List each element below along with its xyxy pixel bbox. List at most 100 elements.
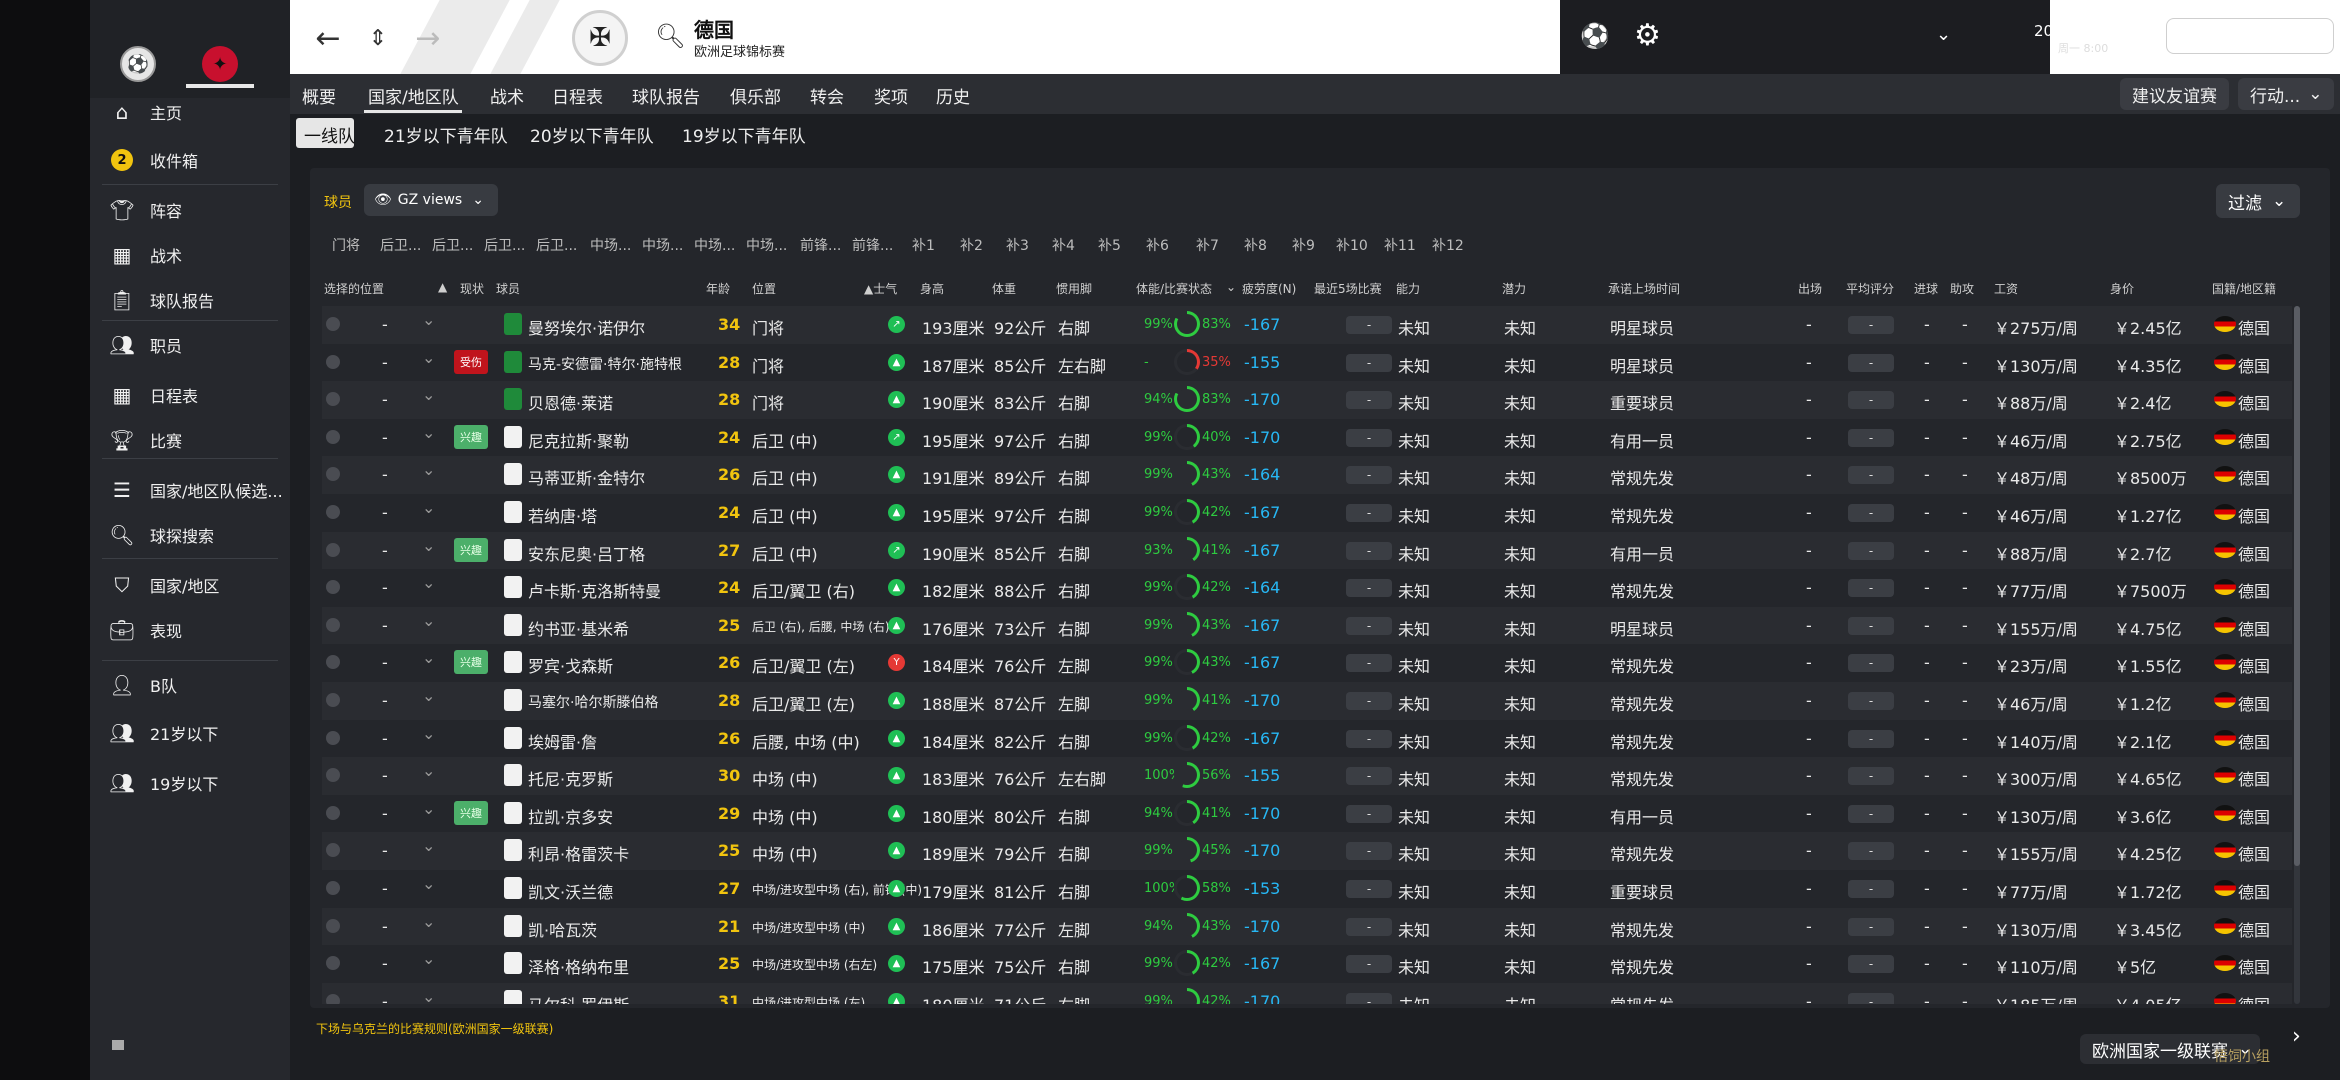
column-header-fitness[interactable]: 体能/比赛状态 (1136, 282, 1213, 296)
position-filter-12[interactable]: 补2 (960, 238, 983, 254)
position-filter-4[interactable]: 后卫... (536, 238, 578, 254)
position-filter-6[interactable]: 中场... (642, 238, 684, 254)
table-row[interactable]: - ⌄ 曼努埃尔·诺伊尔 34 门将 193厘米 92公斤 右脚 99% 83% -167 未知 未知 明… (322, 306, 2292, 344)
player-name[interactable]: 约书亚·基米希 (528, 619, 630, 639)
table-row[interactable]: - ⌄ 凯文·沃兰德 27 中场/进攻型中场 (右), 前锋 (中) 179厘米 81公斤右… (322, 870, 2292, 908)
column-header-ability[interactable]: 能力 (1396, 282, 1421, 296)
select-checkbox[interactable] (326, 354, 340, 369)
table-row[interactable]: - ⌄ 利昂·格雷茨卡 25 中场 (中) 189厘米 79公斤 右脚 99% 45% -170 未知… (322, 832, 2292, 870)
player-name[interactable]: 若纳唐·塔 (528, 507, 598, 526)
select-checkbox[interactable] (326, 843, 340, 858)
sidebar-item-8[interactable]: ☰ 国家/地区队候选... (90, 470, 290, 510)
column-header-foot[interactable]: 惯用脚 (1056, 282, 1093, 296)
column-header-avg_rating[interactable]: 平均评分 (1846, 282, 1895, 296)
column-header-potential[interactable]: 潜力 (1502, 282, 1527, 296)
player-name[interactable]: 凯文·沃兰德 (528, 883, 614, 902)
column-header-weight[interactable]: 体重 (992, 282, 1017, 296)
expand-chevron-icon[interactable]: ⌄ (422, 573, 436, 593)
position-filter-10[interactable]: 前锋... (852, 238, 894, 254)
chevron-down-icon[interactable]: ⌄ (1226, 280, 1237, 294)
expand-chevron-icon[interactable]: ⌄ (422, 460, 436, 480)
select-checkbox[interactable] (326, 617, 340, 632)
up-down-arrow-icon[interactable]: ⇕ (368, 25, 388, 51)
player-name[interactable]: 尼克拉斯·聚勒 (528, 431, 630, 451)
expand-chevron-icon[interactable]: ⌄ (422, 347, 436, 367)
position-filter-20[interactable]: 补10 (1336, 238, 1368, 254)
player-name[interactable]: 凯·哈瓦茨 (528, 920, 598, 940)
nation-crest-icon[interactable]: ✦ (202, 46, 238, 82)
player-name[interactable]: 马塞尔·哈尔斯滕伯格 (528, 695, 659, 711)
column-header-morale[interactable]: ▲士气 (864, 282, 898, 296)
player-name[interactable]: 罗宾·戈森斯 (528, 657, 614, 677)
next-match-text[interactable]: 下场与乌克兰的比赛规则(欧洲国家一级联赛) (316, 1022, 554, 1036)
position-filter-9[interactable]: 前锋... (800, 238, 842, 254)
table-row[interactable]: - ⌄ 埃姆雷·詹 26 后腰, 中场 (中) 184厘米 82公斤 右脚 99% 42% -167… (322, 719, 2292, 758)
position-filter-7[interactable]: 中场... (694, 238, 736, 254)
club-crest-icon[interactable]: ⚽ (120, 46, 156, 82)
select-checkbox[interactable] (326, 805, 340, 820)
select-checkbox[interactable] (326, 993, 340, 1004)
next-arrow-icon[interactable]: › (2292, 1024, 2301, 1049)
player-name[interactable]: 卢卡斯·克洛斯特曼 (528, 582, 662, 602)
expand-chevron-icon[interactable]: ⌄ (422, 986, 436, 1004)
sidebar-item-1[interactable]: 2 收件箱 (90, 140, 290, 180)
column-header-player[interactable]: 球员 (496, 282, 521, 296)
position-filter-22[interactable]: 补12 (1432, 238, 1464, 254)
sidebar-item-2[interactable]: 👕︎ 阵容 (90, 190, 290, 230)
select-checkbox[interactable] (326, 956, 340, 971)
expand-chevron-icon[interactable]: ⌄ (422, 874, 436, 893)
forward-arrow-icon[interactable]: → (415, 20, 441, 56)
position-filter-2[interactable]: 后卫... (432, 238, 474, 254)
table-row[interactable]: - ⌄ 马塞尔·哈尔斯滕伯格 28 后卫/翼卫 (左) 188厘米 87公斤 左脚 99% 41%… (322, 682, 2292, 720)
sidebar-item-14[interactable]: 👥︎ 19岁以下 (90, 763, 290, 803)
player-name[interactable]: 贝恩德·莱诺 (528, 394, 614, 414)
views-dropdown[interactable]: 👁︎ GZ views ⌄ (364, 184, 498, 216)
table-row[interactable]: - ⌄ 贝恩德·莱诺 28 门将 190厘米 83公斤 右脚 94% 83% -170 未知 未知 重要球… (322, 381, 2292, 419)
back-arrow-icon[interactable]: ← (315, 20, 341, 56)
table-row[interactable]: - ⌄ 泽格·格纳布里 25 中场/进攻型中场 (右左) 175厘米 75公斤 右脚 99% 42… (322, 945, 2292, 983)
subtab-2[interactable]: 20岁以下青年队 (530, 127, 654, 147)
menu-item-5[interactable]: 俱乐部 (730, 88, 781, 108)
menu-item-4[interactable]: 球队报告 (632, 88, 700, 108)
sidebar-bottom-icon[interactable] (112, 1040, 124, 1050)
menu-item-0[interactable]: 概要 (302, 88, 336, 108)
position-filter-14[interactable]: 补4 (1052, 238, 1075, 254)
league-select[interactable]: 欧洲国家一级联赛 ⌄ (2080, 1034, 2260, 1064)
column-header-fatigue[interactable]: 疲劳度(N) (1242, 282, 1297, 296)
select-checkbox[interactable] (326, 542, 340, 557)
column-header-height[interactable]: 身高 (920, 282, 945, 296)
column-header-position[interactable]: 位置 (752, 282, 777, 296)
sidebar-item-3[interactable]: ▦ 战术 (90, 235, 290, 275)
expand-chevron-icon[interactable]: ⌄ (422, 422, 436, 442)
position-filter-11[interactable]: 补1 (912, 238, 935, 254)
expand-chevron-icon[interactable]: ⌄ (422, 535, 436, 555)
column-header-last5[interactable]: 最近5场比赛 (1314, 282, 1382, 296)
sidebar-item-4[interactable]: 📋︎ 球队报告 (90, 280, 290, 320)
select-checkbox[interactable] (326, 730, 340, 745)
position-filter-21[interactable]: 补11 (1384, 238, 1416, 254)
scroll-thumb[interactable] (2294, 306, 2300, 866)
select-checkbox[interactable] (326, 505, 340, 519)
column-header-wage[interactable]: 工资 (1994, 282, 2019, 296)
sidebar-item-12[interactable]: 👤︎ B队 (90, 665, 290, 705)
position-filter-17[interactable]: 补7 (1196, 238, 1219, 254)
column-header-apps[interactable]: 出场 (1798, 282, 1823, 296)
expand-chevron-icon[interactable]: ⌄ (422, 648, 436, 668)
expand-chevron-icon[interactable]: ⌄ (422, 723, 436, 743)
sidebar-item-9[interactable]: 🔍︎ 球探搜索 (90, 515, 290, 555)
menu-item-6[interactable]: 转会 (810, 88, 844, 108)
column-header-status[interactable]: 现状 (460, 282, 485, 296)
player-name[interactable]: 泽格·格纳布里 (528, 958, 630, 978)
scrollbar[interactable] (2294, 306, 2300, 1004)
menu-item-3[interactable]: 日程表 (552, 88, 603, 108)
menu-item-7[interactable]: 奖项 (874, 88, 908, 108)
expand-chevron-icon[interactable]: ⌄ (422, 385, 436, 405)
table-row[interactable]: - ⌄ 马蒂亚斯·金特尔 26 后卫 (中) 191厘米 89公斤 右脚 99% 43% -164 未… (322, 456, 2292, 494)
select-checkbox[interactable] (326, 429, 340, 444)
menu-item-2[interactable]: 战术 (490, 88, 524, 108)
position-filter-3[interactable]: 后卫... (484, 238, 526, 254)
position-filter-19[interactable]: 补9 (1292, 238, 1315, 254)
select-checkbox[interactable] (326, 655, 340, 670)
expand-chevron-icon[interactable]: ⌄ (422, 949, 436, 969)
position-filter-16[interactable]: 补6 (1146, 238, 1169, 254)
